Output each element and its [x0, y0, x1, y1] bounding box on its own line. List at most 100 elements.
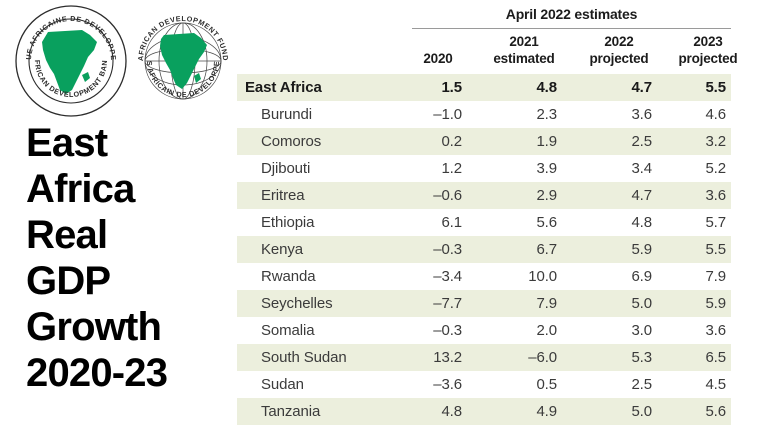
table-row-group: East Africa 1.5 4.8 4.7 5.5	[237, 74, 731, 101]
column-header-2020: 2020	[403, 50, 473, 67]
row-value-2021: 4.8	[536, 79, 557, 96]
supercolumn-rule	[412, 28, 731, 29]
column-header-2023-line1: 2023	[693, 34, 723, 49]
row-value-2023: 6.5	[705, 349, 726, 366]
table-row: Tanzania 4.8 4.9 5.0 5.6	[237, 398, 731, 425]
row-value-2022: 5.3	[631, 349, 652, 366]
row-label: Seychelles	[261, 295, 333, 312]
row-value-2022: 4.8	[631, 214, 652, 231]
row-label: Burundi	[261, 106, 313, 123]
column-header-2021-line2: estimated	[493, 51, 555, 66]
row-value-2022: 3.0	[631, 322, 652, 339]
row-label: Rwanda	[261, 268, 316, 285]
row-value-2021: 2.9	[536, 187, 557, 204]
row-label: Tanzania	[261, 403, 321, 420]
column-header-2023: 2023 projected	[665, 33, 751, 67]
table-supercolumn-label: April 2022 estimates	[505, 6, 638, 22]
table-column-headers: 2020 2021 estimated 2022 projected 2023 pro…	[237, 33, 737, 73]
row-value-2020: 0.2	[441, 133, 462, 150]
row-value-2022: 2.5	[631, 376, 652, 393]
row-value-2020: –0.6	[433, 187, 462, 204]
row-value-2022: 3.6	[631, 106, 652, 123]
row-value-2020: –3.6	[433, 376, 462, 393]
row-value-2023: 5.2	[705, 160, 726, 177]
row-value-2022: 3.4	[631, 160, 652, 177]
row-value-2023: 5.9	[705, 295, 726, 312]
table-row: South Sudan 13.2 –6.0 5.3 6.5	[237, 344, 731, 371]
table-row: Djibouti 1.2 3.9 3.4 5.2	[237, 155, 731, 182]
row-value-2020: 13.2	[433, 349, 462, 366]
row-value-2023: 4.5	[705, 376, 726, 393]
table-row: Rwanda –3.4 10.0 6.9 7.9	[237, 263, 731, 290]
column-header-2022: 2022 projected	[576, 33, 662, 67]
table-row: Ethiopia 6.1 5.6 4.8 5.7	[237, 209, 731, 236]
row-label: Somalia	[261, 322, 315, 339]
row-value-2022: 4.7	[631, 79, 652, 96]
column-header-2020-line2: 2020	[423, 51, 453, 66]
row-label: Eritrea	[261, 187, 305, 204]
row-value-2020: –7.7	[433, 295, 462, 312]
left-panel: BANQUE AFRICAINE DE DEVELOPPEMENT AFRICA…	[0, 0, 240, 432]
column-header-2021: 2021 estimated	[481, 33, 567, 67]
row-value-2021: 2.0	[536, 322, 557, 339]
row-label: South Sudan	[261, 349, 347, 366]
gdp-growth-table: April 2022 estimates 2020 2021 estimated …	[237, 0, 768, 432]
column-header-2022-line2: projected	[589, 51, 649, 66]
row-value-2021: 6.7	[536, 241, 557, 258]
table-body: East Africa 1.5 4.8 4.7 5.5 Burundi –1.0 2.3 3.6…	[237, 74, 731, 425]
row-label: Djibouti	[261, 160, 311, 177]
row-value-2023: 4.6	[705, 106, 726, 123]
table-row: Burundi –1.0 2.3 3.6 4.6	[237, 101, 731, 128]
row-value-2023: 5.5	[705, 79, 726, 96]
logo-row: BANQUE AFRICAINE DE DEVELOPPEMENT AFRICA…	[8, 2, 240, 120]
row-value-2023: 5.6	[705, 403, 726, 420]
row-value-2022: 5.0	[631, 403, 652, 420]
row-value-2023: 5.5	[705, 241, 726, 258]
row-value-2022: 2.5	[631, 133, 652, 150]
row-value-2020: –3.4	[433, 268, 462, 285]
row-value-2021: 1.9	[536, 133, 557, 150]
row-value-2021: 7.9	[536, 295, 557, 312]
table-row: Seychelles –7.7 7.9 5.0 5.9	[237, 290, 731, 317]
row-value-2020: 1.5	[441, 79, 462, 96]
column-header-2023-line2: projected	[678, 51, 738, 66]
row-value-2023: 3.6	[705, 322, 726, 339]
row-label: Comoros	[261, 133, 322, 150]
column-header-2021-line1: 2021	[509, 34, 539, 49]
row-value-2020: 1.2	[441, 160, 462, 177]
row-value-2021: 0.5	[536, 376, 557, 393]
row-label: Ethiopia	[261, 214, 315, 231]
row-value-2023: 5.7	[705, 214, 726, 231]
table-row: Somalia –0.3 2.0 3.0 3.6	[237, 317, 731, 344]
row-value-2020: 6.1	[441, 214, 462, 231]
row-value-2020: –0.3	[433, 241, 462, 258]
row-value-2021: 4.9	[536, 403, 557, 420]
row-value-2022: 4.7	[631, 187, 652, 204]
table-row: Sudan –3.6 0.5 2.5 4.5	[237, 371, 731, 398]
row-label: Sudan	[261, 376, 304, 393]
table-row: Eritrea –0.6 2.9 4.7 3.6	[237, 182, 731, 209]
table-row: Kenya –0.3 6.7 5.9 5.5	[237, 236, 731, 263]
row-label: East Africa	[245, 79, 322, 96]
african-development-fund-logo: AFRICAN DEVELOPMENT FUND FONDS AFRICAIN …	[124, 2, 242, 120]
column-header-2022-line1: 2022	[604, 34, 634, 49]
row-label: Kenya	[261, 241, 304, 258]
row-value-2023: 3.6	[705, 187, 726, 204]
page-title: East Africa Real GDP Growth 2020-23	[26, 121, 168, 395]
row-value-2020: –1.0	[433, 106, 462, 123]
row-value-2020: 4.8	[441, 403, 462, 420]
row-value-2021: 3.9	[536, 160, 557, 177]
table-row: Comoros 0.2 1.9 2.5 3.2	[237, 128, 731, 155]
row-value-2021: 2.3	[536, 106, 557, 123]
african-development-bank-logo: BANQUE AFRICAINE DE DEVELOPPEMENT AFRICA…	[12, 2, 130, 120]
row-value-2021: 10.0	[528, 268, 557, 285]
row-value-2022: 5.0	[631, 295, 652, 312]
row-value-2022: 5.9	[631, 241, 652, 258]
row-value-2020: –0.3	[433, 322, 462, 339]
row-value-2023: 7.9	[705, 268, 726, 285]
row-value-2021: –6.0	[528, 349, 557, 366]
row-value-2022: 6.9	[631, 268, 652, 285]
row-value-2021: 5.6	[536, 214, 557, 231]
row-value-2023: 3.2	[705, 133, 726, 150]
